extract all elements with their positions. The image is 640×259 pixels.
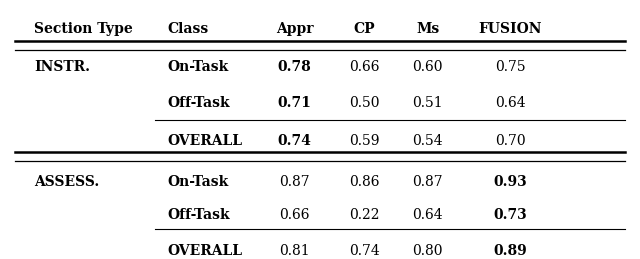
Text: 0.70: 0.70 bbox=[495, 134, 525, 148]
Text: OVERALL: OVERALL bbox=[168, 134, 243, 148]
Text: Ms: Ms bbox=[416, 22, 440, 36]
Text: 0.64: 0.64 bbox=[413, 208, 443, 222]
Text: Appr: Appr bbox=[276, 22, 314, 36]
Text: 0.78: 0.78 bbox=[278, 60, 312, 74]
Text: On-Task: On-Task bbox=[168, 60, 229, 74]
Text: On-Task: On-Task bbox=[168, 175, 229, 189]
Text: 0.60: 0.60 bbox=[413, 60, 443, 74]
Text: 0.89: 0.89 bbox=[493, 244, 527, 258]
Text: FUSION: FUSION bbox=[479, 22, 542, 36]
Text: Off-Task: Off-Task bbox=[168, 208, 230, 222]
Text: 0.66: 0.66 bbox=[349, 60, 380, 74]
Text: 0.51: 0.51 bbox=[413, 96, 443, 110]
Text: ASSESS.: ASSESS. bbox=[35, 175, 100, 189]
Text: 0.59: 0.59 bbox=[349, 134, 380, 148]
Text: OVERALL: OVERALL bbox=[168, 244, 243, 258]
Text: 0.87: 0.87 bbox=[413, 175, 443, 189]
Text: 0.93: 0.93 bbox=[493, 175, 527, 189]
Text: 0.74: 0.74 bbox=[278, 134, 312, 148]
Text: 0.22: 0.22 bbox=[349, 208, 380, 222]
Text: CP: CP bbox=[353, 22, 375, 36]
Text: 0.71: 0.71 bbox=[278, 96, 312, 110]
Text: 0.54: 0.54 bbox=[413, 134, 443, 148]
Text: 0.73: 0.73 bbox=[493, 208, 527, 222]
Text: 0.74: 0.74 bbox=[349, 244, 380, 258]
Text: Off-Task: Off-Task bbox=[168, 96, 230, 110]
Text: 0.81: 0.81 bbox=[279, 244, 310, 258]
Text: 0.80: 0.80 bbox=[413, 244, 443, 258]
Text: INSTR.: INSTR. bbox=[35, 60, 90, 74]
Text: Class: Class bbox=[168, 22, 209, 36]
Text: 0.86: 0.86 bbox=[349, 175, 380, 189]
Text: 0.50: 0.50 bbox=[349, 96, 380, 110]
Text: 0.75: 0.75 bbox=[495, 60, 525, 74]
Text: 0.87: 0.87 bbox=[279, 175, 310, 189]
Text: 0.64: 0.64 bbox=[495, 96, 525, 110]
Text: Section Type: Section Type bbox=[35, 22, 133, 36]
Text: 0.66: 0.66 bbox=[280, 208, 310, 222]
